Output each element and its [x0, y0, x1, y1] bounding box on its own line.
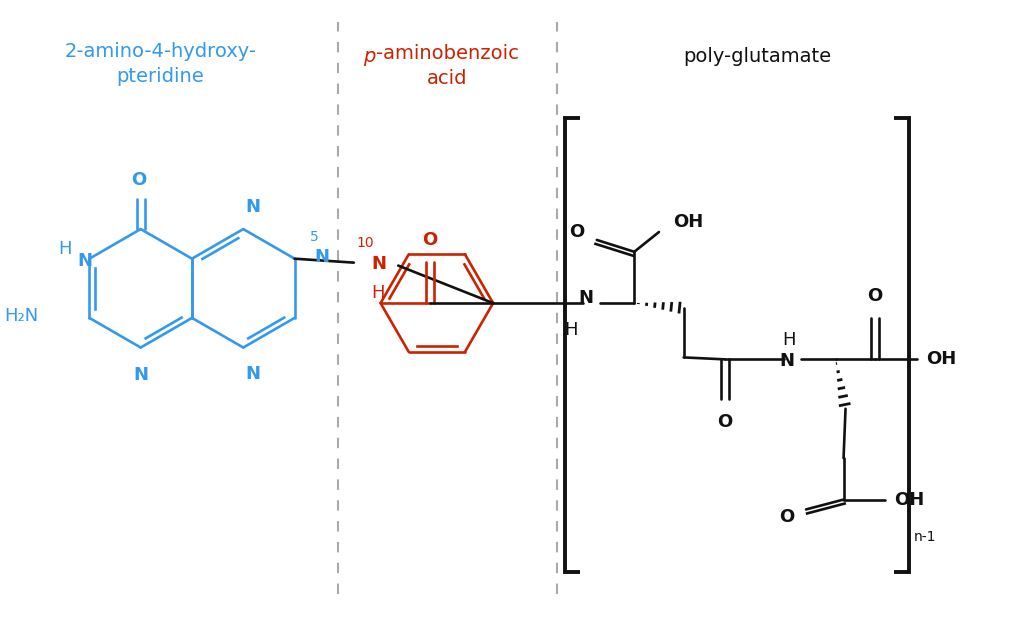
Text: 2-amino-4-hydroxy-
pteridine: 2-amino-4-hydroxy- pteridine — [64, 42, 257, 86]
Text: poly-glutamate: poly-glutamate — [684, 47, 832, 66]
Text: 10: 10 — [357, 236, 375, 250]
Text: OH: OH — [895, 490, 924, 508]
Text: N: N — [315, 248, 330, 266]
Text: N: N — [77, 252, 92, 270]
Text: 5: 5 — [309, 230, 319, 244]
Text: OH: OH — [674, 213, 703, 231]
Text: H: H — [372, 284, 385, 302]
Text: -aminobenzoic
acid: -aminobenzoic acid — [376, 44, 518, 88]
Text: N: N — [245, 198, 261, 216]
Text: H: H — [564, 321, 578, 339]
Text: OH: OH — [926, 350, 957, 368]
Text: O: O — [422, 231, 438, 249]
Text: n-1: n-1 — [913, 530, 937, 544]
Text: N: N — [578, 289, 593, 307]
Text: N: N — [133, 366, 149, 384]
Text: O: O — [131, 171, 147, 189]
Text: H: H — [783, 331, 796, 349]
Text: O: O — [867, 287, 883, 305]
Text: N: N — [780, 353, 795, 370]
Text: N: N — [371, 255, 386, 273]
Text: O: O — [718, 412, 733, 430]
Text: N: N — [245, 365, 261, 383]
Text: H: H — [58, 240, 71, 258]
Text: p: p — [363, 47, 376, 66]
Text: O: O — [569, 223, 584, 241]
Text: O: O — [779, 508, 794, 526]
Text: H₂N: H₂N — [4, 307, 38, 325]
